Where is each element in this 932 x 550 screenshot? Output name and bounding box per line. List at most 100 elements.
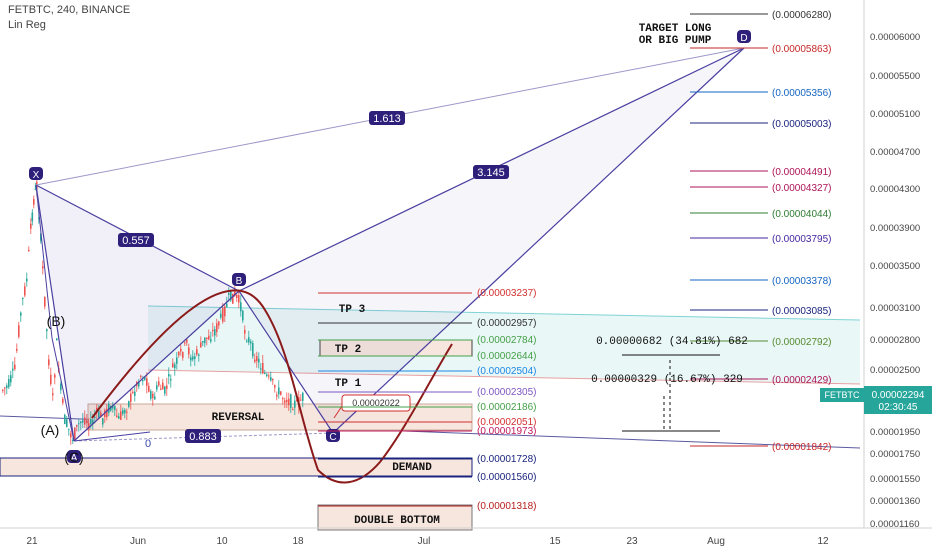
pattern-point-b-badge	[232, 273, 246, 286]
price-tick: 0.00001750	[870, 449, 920, 460]
last-price-symbol: FETBTC	[825, 390, 860, 400]
pattern-point-a: A	[71, 453, 78, 464]
candle-body	[76, 424, 78, 427]
candle-body	[70, 433, 72, 438]
candle-body	[276, 394, 278, 397]
candle-body	[206, 337, 208, 340]
pattern-point-b: B	[236, 276, 243, 287]
candle-body	[234, 291, 236, 296]
level-label: (0.00006280)	[772, 10, 832, 21]
candle-body	[158, 381, 160, 386]
time-tick: 18	[292, 536, 304, 547]
price-tick: 0.00003900	[870, 223, 920, 234]
candle-body	[10, 375, 12, 383]
pattern-point-c-badge	[326, 429, 340, 442]
candle-body	[4, 387, 6, 389]
candle-body	[94, 416, 96, 418]
candle-body	[164, 386, 166, 394]
candle-body	[172, 363, 174, 368]
candle-body	[128, 401, 130, 407]
pattern-point-d: D	[740, 33, 747, 44]
candle-body	[2, 389, 4, 391]
time-tick: 21	[26, 536, 38, 547]
candle-body	[114, 405, 116, 411]
candle-body	[178, 351, 180, 356]
zone-label: TP 1	[335, 378, 362, 390]
candle-body	[266, 374, 268, 377]
ratio-badge	[473, 165, 509, 179]
candle-body	[92, 419, 94, 424]
candle-body	[252, 343, 254, 357]
pattern-point-a-badge	[67, 450, 81, 463]
candle-body	[90, 419, 92, 425]
time-tick: Aug	[707, 536, 725, 547]
candle-body	[242, 310, 244, 321]
candle-body	[22, 297, 24, 299]
wave-label: 0	[145, 438, 151, 450]
level-label: (0.00001973)	[477, 426, 537, 437]
candle-body	[78, 423, 80, 425]
callout-price: 0.00002022	[352, 398, 400, 408]
candle-body	[272, 378, 274, 381]
candle-body	[196, 349, 198, 355]
candle-body	[194, 356, 196, 359]
measure-label: 0.00000329 (16.67%) 329	[591, 374, 743, 386]
candle-body	[278, 387, 280, 395]
candle-body	[134, 391, 136, 396]
candle-body	[292, 409, 294, 411]
time-tick: 23	[626, 536, 638, 547]
candle-body	[220, 313, 222, 318]
level-label: (0.00002644)	[477, 351, 537, 362]
candle-body	[290, 394, 292, 408]
candle-body	[284, 400, 286, 403]
candle-body	[18, 325, 20, 337]
candle-body	[112, 405, 114, 409]
candle-body	[268, 375, 270, 377]
price-tick: 0.00005100	[870, 109, 920, 120]
candle-body	[264, 372, 266, 374]
ratio-label: 0.883	[189, 431, 217, 443]
candle-body	[176, 357, 178, 364]
pattern-leg-xa	[35, 184, 75, 442]
price-tick: 0.00003500	[870, 261, 920, 272]
pattern-leg-cd	[332, 47, 745, 434]
wave-label: (B)	[47, 313, 66, 329]
level-label: (0.00002504)	[477, 366, 537, 377]
candle-body	[216, 323, 218, 333]
time-tick: Jul	[418, 536, 431, 547]
price-tick: 0.00001950	[870, 427, 920, 438]
wave-label: (A)	[41, 422, 60, 438]
candle-body	[240, 302, 242, 312]
candle-body	[186, 339, 188, 343]
lin-reg-channel	[148, 306, 860, 384]
candle-body	[174, 364, 176, 369]
price-tick: 0.00001360	[870, 496, 920, 507]
last-price-symbol-tag	[820, 388, 864, 402]
candle-body	[160, 388, 162, 390]
price-tick: 0.00005500	[870, 71, 920, 82]
candle-body	[288, 398, 290, 406]
level-label: (0.00002305)	[477, 387, 537, 398]
candle-body	[168, 374, 170, 377]
candle-body	[118, 416, 120, 419]
candle-body	[120, 411, 122, 420]
candle-body	[152, 393, 154, 398]
candle-body	[280, 391, 282, 395]
candle-body	[180, 348, 182, 352]
candle-body	[148, 385, 150, 392]
lin-reg-upper	[147, 305, 861, 321]
candle-body	[222, 308, 224, 322]
level-label: (0.00002429)	[772, 375, 832, 386]
zone-label: DOUBLE BOTTOM	[354, 515, 440, 527]
candle-body	[190, 357, 192, 361]
level-label: (0.00002784)	[477, 335, 537, 346]
candle-body	[54, 374, 56, 378]
candle-body	[68, 428, 70, 430]
last-price-tag	[864, 386, 932, 414]
candle-body	[150, 391, 152, 399]
candle-body	[50, 374, 52, 385]
candle-body	[260, 368, 262, 370]
level-label: (0.00003378)	[772, 276, 832, 287]
pattern-leg-ab	[73, 290, 240, 442]
